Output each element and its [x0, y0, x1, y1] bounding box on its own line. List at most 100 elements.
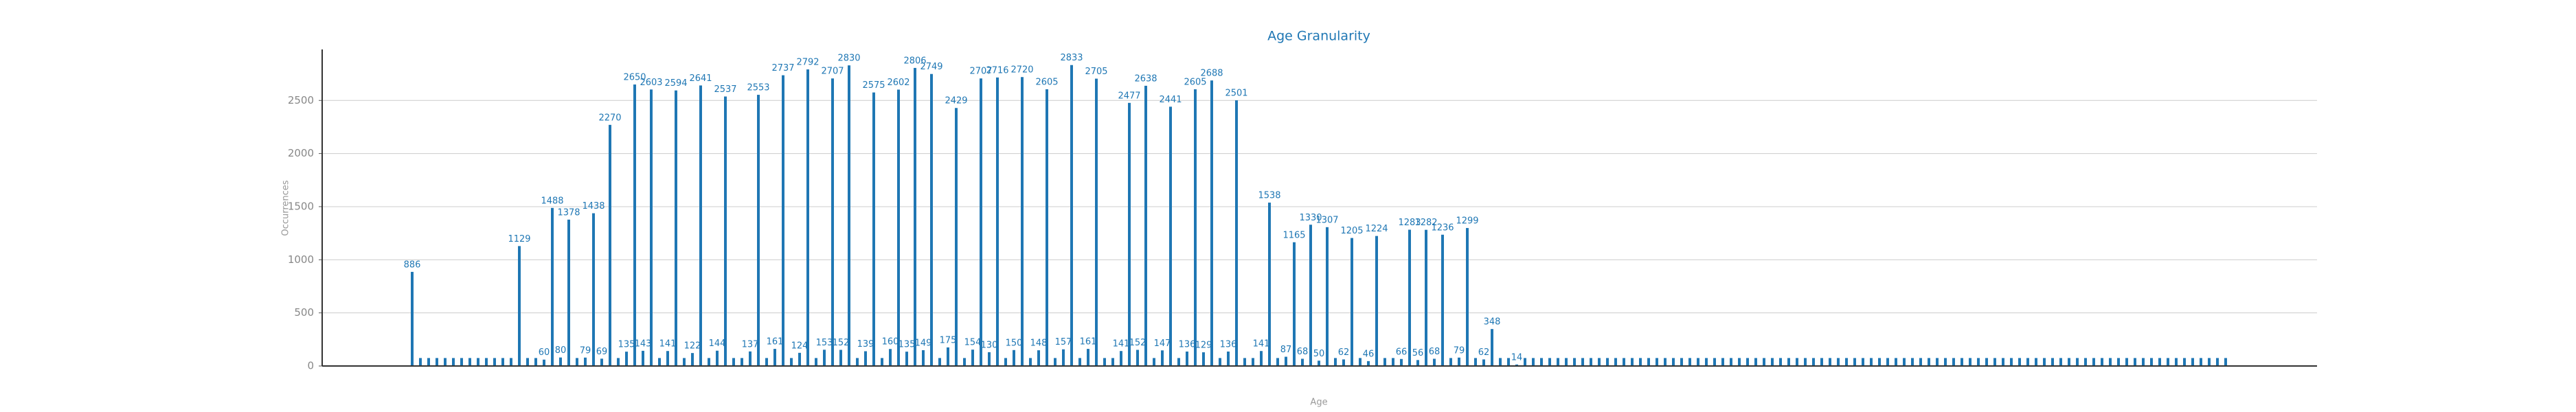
- bar: [1969, 358, 1971, 366]
- value-label: 1224: [1365, 224, 1388, 234]
- bar: [1416, 360, 1419, 366]
- bar: [790, 358, 793, 366]
- bar: [1746, 358, 1749, 366]
- bar: [1375, 236, 1378, 366]
- bar: [2216, 358, 2219, 366]
- bar: [1680, 358, 1683, 366]
- value-label: 1299: [1456, 216, 1478, 227]
- bar: [848, 65, 850, 366]
- value-label: 2830: [837, 54, 860, 64]
- bar: [526, 358, 529, 366]
- bar: [1491, 329, 1493, 366]
- bar: [1911, 358, 1914, 366]
- bar: [1078, 358, 1081, 366]
- bar: [2059, 358, 2062, 366]
- y-axis-label: Occurrences: [281, 180, 291, 236]
- bar: [576, 358, 578, 366]
- value-label: 1488: [541, 196, 563, 206]
- value-label: 1330: [1299, 213, 1322, 223]
- bar: [971, 350, 974, 366]
- bar: [2076, 358, 2079, 366]
- value-label: 87: [1280, 345, 1292, 355]
- bar: [1524, 358, 1526, 366]
- bar: [988, 352, 991, 366]
- bar: [831, 78, 834, 367]
- bar: [1260, 351, 1263, 366]
- bar: [1029, 358, 1032, 366]
- bar: [2010, 358, 2013, 366]
- y-tick-label: 1000: [288, 253, 314, 266]
- bar: [2125, 358, 2128, 366]
- value-label: 2792: [796, 58, 819, 68]
- value-label: 2605: [1184, 78, 1206, 88]
- value-label: 14: [1511, 352, 1523, 363]
- bar: [1903, 358, 1906, 366]
- value-label: 129: [1195, 341, 1212, 351]
- bar: [938, 358, 941, 366]
- value-label: 2602: [887, 78, 909, 88]
- bar: [510, 358, 512, 366]
- bar: [716, 350, 719, 366]
- value-label: 160: [882, 337, 899, 347]
- bar: [1318, 360, 1320, 366]
- value-label: 141: [1253, 339, 1270, 350]
- bar: [1169, 106, 1172, 367]
- bar: [2175, 358, 2178, 366]
- bar: [2117, 358, 2120, 366]
- bar: [1837, 358, 1840, 366]
- value-label: 175: [940, 335, 957, 345]
- bar: [724, 96, 727, 367]
- bar: [1210, 80, 1213, 366]
- value-label: 1438: [582, 201, 605, 211]
- value-label: 161: [767, 337, 784, 347]
- bar: [452, 358, 455, 366]
- bar: [889, 349, 892, 366]
- bar: [1820, 358, 1823, 366]
- bar: [1268, 203, 1271, 366]
- bar: [1161, 350, 1164, 366]
- bar: [1878, 358, 1881, 366]
- y-tick-label: 2000: [288, 147, 314, 159]
- bar: [1037, 350, 1040, 366]
- bar: [1886, 358, 1889, 366]
- bar: [798, 352, 801, 366]
- bar: [980, 78, 982, 367]
- bar: [947, 347, 949, 366]
- x-axis-label: Age: [1310, 398, 1327, 408]
- bar: [1573, 358, 1576, 366]
- bar: [864, 351, 867, 366]
- bar: [419, 358, 422, 366]
- bar: [2158, 358, 2161, 366]
- value-label: 1283: [1398, 218, 1421, 228]
- value-label: 124: [791, 341, 809, 351]
- bar: [1565, 358, 1568, 366]
- value-label: 2429: [945, 96, 967, 106]
- bar: [1499, 358, 1502, 366]
- bar: [1895, 358, 1897, 366]
- bar: [468, 358, 471, 366]
- value-label: 154: [964, 338, 982, 348]
- bar: [2200, 358, 2202, 366]
- bar: [749, 351, 752, 366]
- value-label: 348: [1484, 317, 1501, 328]
- value-label: 2270: [598, 113, 621, 123]
- value-label: 161: [1080, 337, 1097, 347]
- bar: [1227, 351, 1230, 366]
- bar: [1796, 358, 1798, 366]
- bar: [1243, 358, 1246, 366]
- bar: [1532, 358, 1535, 366]
- value-label: 1129: [508, 234, 530, 244]
- value-label: 139: [857, 339, 874, 350]
- bar: [823, 350, 826, 366]
- bar: [1013, 350, 1015, 366]
- bar: [1507, 358, 1510, 366]
- value-label: 56: [1412, 348, 1424, 358]
- bar: [1647, 358, 1650, 366]
- bar: [1309, 225, 1312, 366]
- bar: [1713, 358, 1716, 366]
- bar: [930, 73, 933, 367]
- bar: [485, 358, 488, 366]
- value-label: 150: [1006, 338, 1023, 348]
- bar: [1664, 358, 1667, 366]
